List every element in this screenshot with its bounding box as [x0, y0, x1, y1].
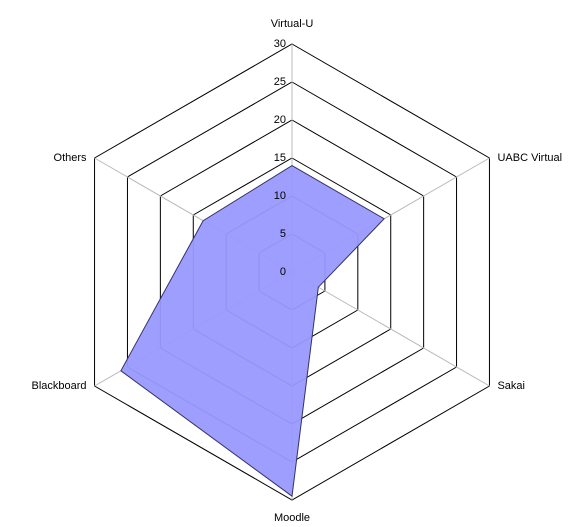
category-label: UABC Virtual	[497, 152, 562, 164]
tick-label: 20	[274, 114, 286, 126]
tick-label: 15	[274, 152, 286, 164]
category-label: Others	[54, 152, 88, 164]
tick-label: 25	[274, 76, 286, 88]
tick-label: 10	[274, 190, 286, 202]
spoke	[291, 271, 490, 387]
category-label: Sakai	[497, 380, 525, 392]
data-area	[120, 165, 385, 498]
category-label: Virtual-U	[271, 18, 314, 30]
tick-label: 5	[280, 228, 286, 240]
category-label: Moodle	[274, 512, 310, 524]
tick-label: 0	[280, 266, 286, 278]
tick-label: 30	[274, 38, 286, 50]
category-label: Blackboard	[31, 380, 86, 392]
